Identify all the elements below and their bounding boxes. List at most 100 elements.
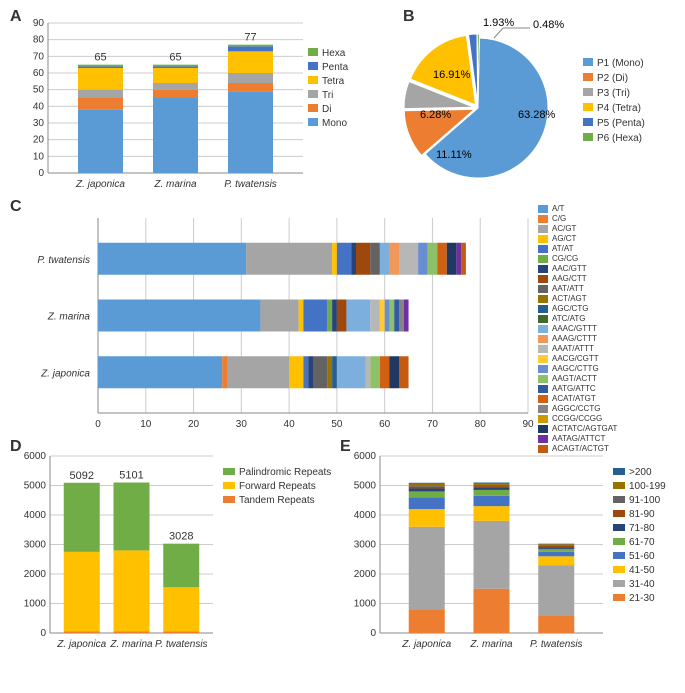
hbar-seg xyxy=(332,243,337,275)
bar-seg xyxy=(163,587,199,631)
hbar-seg xyxy=(351,243,356,275)
bar-seg xyxy=(163,632,199,633)
hbar-seg xyxy=(227,356,289,388)
svg-text:40: 40 xyxy=(284,419,296,430)
svg-text:10: 10 xyxy=(33,151,45,162)
svg-text:5092: 5092 xyxy=(70,470,94,482)
svg-text:P. twatensis: P. twatensis xyxy=(530,639,583,650)
bar-seg xyxy=(538,544,574,545)
bar-seg xyxy=(538,547,574,549)
legend-c: A/TC/GAC/GTAG/CTAT/ATCG/CGAAC/GTTAAG/CTT… xyxy=(538,198,617,454)
svg-text:20: 20 xyxy=(188,419,200,430)
hbar-seg xyxy=(98,243,246,275)
bar-seg xyxy=(538,565,574,615)
svg-text:P4 (Tetra): P4 (Tetra) xyxy=(597,103,641,114)
svg-text:63.28%: 63.28% xyxy=(518,109,556,121)
svg-text:Z. marina: Z. marina xyxy=(47,312,91,323)
bar-seg xyxy=(228,91,273,173)
hbar-seg xyxy=(98,300,260,332)
hbar-seg xyxy=(308,356,313,388)
svg-text:60: 60 xyxy=(33,68,45,79)
svg-text:40: 40 xyxy=(33,101,45,112)
hbar-seg xyxy=(389,243,399,275)
bar-seg xyxy=(538,546,574,547)
svg-text:65: 65 xyxy=(94,52,106,64)
svg-text:70: 70 xyxy=(33,51,45,62)
bar-seg xyxy=(228,83,273,91)
bar-seg xyxy=(538,549,574,552)
svg-text:31-40: 31-40 xyxy=(629,579,655,590)
svg-text:4000: 4000 xyxy=(24,510,47,521)
bar-seg xyxy=(114,550,150,631)
bar-seg xyxy=(153,90,198,98)
svg-text:0: 0 xyxy=(38,168,44,179)
svg-text:Tandem Repeats: Tandem Repeats xyxy=(239,495,315,506)
bar-seg xyxy=(228,73,273,83)
bar-seg xyxy=(153,83,198,90)
hbar-seg xyxy=(370,243,380,275)
svg-text:Z. japonica: Z. japonica xyxy=(401,639,451,650)
svg-text:70: 70 xyxy=(427,419,439,430)
bar-seg xyxy=(409,488,445,491)
svg-text:50: 50 xyxy=(33,85,45,96)
svg-text:3028: 3028 xyxy=(169,531,193,543)
hbar-seg xyxy=(260,300,298,332)
hbar-seg xyxy=(303,356,308,388)
bar-seg xyxy=(474,506,510,521)
hbar-seg xyxy=(437,243,447,275)
svg-text:100-199: 100-199 xyxy=(629,481,666,492)
hbar-seg xyxy=(327,356,332,388)
hbar-seg xyxy=(356,243,370,275)
hbar-seg xyxy=(404,300,409,332)
hbar-seg xyxy=(222,356,227,388)
svg-text:5000: 5000 xyxy=(24,481,47,492)
svg-text:0: 0 xyxy=(40,628,46,639)
bar-seg xyxy=(538,552,574,556)
svg-text:51-60: 51-60 xyxy=(629,551,655,562)
bar-seg xyxy=(78,65,123,67)
hbar-seg xyxy=(337,356,366,388)
svg-text:21-30: 21-30 xyxy=(629,593,655,604)
bar-seg xyxy=(474,483,510,484)
bar-seg xyxy=(409,497,445,509)
bar-seg xyxy=(409,527,445,610)
hbar-seg xyxy=(385,300,390,332)
hbar-seg xyxy=(456,243,461,275)
hbar-seg xyxy=(98,356,222,388)
panel-d: D 01000200030004000500060005092Z. japoni… xyxy=(8,438,338,658)
bar-seg xyxy=(64,632,100,633)
bar-seg xyxy=(153,66,198,68)
svg-text:91-100: 91-100 xyxy=(629,495,661,506)
panel-d-label: D xyxy=(10,438,22,456)
bar-seg xyxy=(474,483,510,484)
bar-seg xyxy=(474,589,510,633)
svg-text:Z. japonica: Z. japonica xyxy=(56,639,106,650)
svg-text:30: 30 xyxy=(33,118,45,129)
bar-seg xyxy=(228,45,273,47)
svg-text:4000: 4000 xyxy=(354,510,377,521)
hbar-seg xyxy=(337,243,351,275)
bar-seg xyxy=(409,487,445,489)
hbar-seg xyxy=(370,300,380,332)
svg-text:Forward Repeats: Forward Repeats xyxy=(239,481,316,492)
svg-text:0: 0 xyxy=(370,628,376,639)
panel-e-label: E xyxy=(340,438,351,456)
bar-seg xyxy=(153,68,198,83)
svg-text:3000: 3000 xyxy=(24,540,47,551)
svg-text:Di: Di xyxy=(322,104,331,115)
bar-seg xyxy=(538,544,574,545)
hbar-seg xyxy=(418,243,428,275)
svg-text:Z. japonica: Z. japonica xyxy=(40,368,90,379)
hbar-seg xyxy=(299,300,304,332)
svg-text:41-50: 41-50 xyxy=(629,565,655,576)
svg-text:Z. marina: Z. marina xyxy=(109,639,153,650)
bar-seg xyxy=(409,609,445,633)
svg-text:Hexa: Hexa xyxy=(322,48,346,59)
svg-text:Tetra: Tetra xyxy=(322,76,345,87)
hbar-seg xyxy=(389,300,394,332)
svg-text:80: 80 xyxy=(33,35,45,46)
svg-text:P2 (Di): P2 (Di) xyxy=(597,73,628,84)
panel-b-label: B xyxy=(403,8,415,26)
svg-text:P5 (Penta): P5 (Penta) xyxy=(597,118,645,129)
svg-text:60: 60 xyxy=(379,419,391,430)
